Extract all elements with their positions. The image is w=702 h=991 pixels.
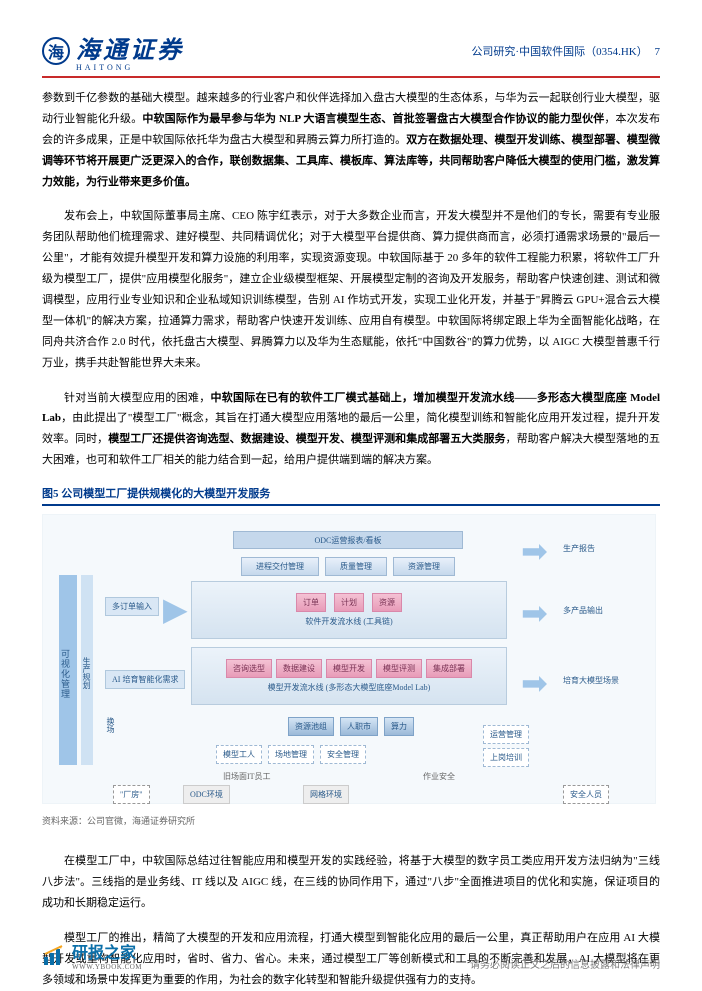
diagram-output-label: 生产报告 — [563, 543, 595, 554]
diagram-box: 资源管理 — [393, 557, 455, 576]
footer-brand: 研报之家 — [72, 939, 142, 963]
diagram-output-label: 培育大模型场景 — [563, 675, 619, 686]
diagram-box: 场地管理 — [268, 745, 314, 764]
figure-title: 图5 公司模型工厂提供规模化的大模型开发服务 — [42, 485, 660, 506]
diagram-top-bar: ODC运营报表/看板 — [233, 531, 463, 549]
arrow-right-icon: ▶ — [163, 593, 188, 625]
page-footer: 研报之家 WWW.YBOOK.COM 请务必阅读正文之后的信息披露和法律声明 — [42, 939, 660, 971]
arrow-right-icon: ➡ — [521, 597, 548, 629]
diagram-corner: ODC环境 — [183, 785, 230, 804]
diagram-bottom-label: 作业安全 — [423, 771, 455, 782]
doc-category: 公司研究·中国软件国际（0354.HK） — [471, 46, 647, 58]
diagram-corner: 网格环境 — [303, 785, 349, 804]
diagram-left-rail: 可视化管理 — [59, 575, 77, 765]
footer-brand-sub: WWW.YBOOK.COM — [72, 963, 142, 971]
diagram-left-input: AI 培育智能化需求 — [105, 670, 185, 689]
p1-bold: 中软国际作为最早参与华为 NLP 大语言模型生态、首批签署盘古大模型合作协议的能… — [142, 113, 604, 125]
p3a-text: 针对当前大模型应用的困难， — [64, 392, 210, 404]
page-number: 7 — [655, 46, 661, 58]
diagram-bottom-row: 资源池组 人职市 算力 — [211, 717, 491, 736]
ybook-logo-icon — [42, 943, 66, 967]
arrow-right-icon: ➡ — [521, 535, 548, 567]
diagram-box-pink: 集成部署 — [426, 659, 472, 678]
diagram-box: 安全管理 — [320, 745, 366, 764]
diagram-left-rail2: 生产规划 — [81, 575, 93, 765]
p3-bold2: 模型工厂还提供咨询选型、数据建设、模型开发、模型评测和集成部署五大类服务 — [108, 433, 505, 445]
diagram-box-pink: 资源 — [372, 593, 402, 612]
diagram-box: 质量管理 — [325, 557, 387, 576]
figure-container: 可视化管理 生产规划 ODC运营报表/看板 进程交付管理 质量管理 资源管理 订… — [42, 508, 660, 810]
diagram-right-ops: 运营管理 上岗培训 — [483, 725, 529, 767]
brand-name: 海通证券 — [76, 30, 184, 65]
paragraph-4: 在模型工厂中，中软国际总结过往智能应用和模型开发的实践经验，将基于大模型的数字员… — [42, 851, 660, 914]
footer-disclaimer: 请务必阅读正文之后的信息披露和法律声明 — [470, 956, 660, 971]
header-logo: 海 海通证券 HAITONG — [42, 30, 184, 72]
p4-text: 在模型工厂中，中软国际总结过往智能应用和模型开发的实践经验，将基于大模型的数字员… — [42, 851, 660, 914]
diagram-box-pink: 模型开发 — [326, 659, 372, 678]
diagram-box: 人职市 — [340, 717, 378, 736]
diagram-side-label: 换场 — [105, 717, 116, 733]
p2-text: 发布会上，中软国际董事局主席、CEO 陈宇红表示，对于大多数企业而言，开发大模型… — [42, 206, 660, 373]
diagram-pipeline-label: 软件开发流水线 (工具链) — [305, 616, 392, 627]
arrow-right-icon: ➡ — [521, 667, 548, 699]
diagram-corner: 安全人员 — [563, 785, 609, 804]
diagram-box: 算力 — [384, 717, 414, 736]
diagram-pipeline-1: 订单 计划 资源 软件开发流水线 (工具链) — [191, 581, 507, 639]
paragraph-2: 发布会上，中软国际董事局主席、CEO 陈宇红表示，对于大多数企业而言，开发大模型… — [42, 206, 660, 373]
diagram-pipeline-label: 模型开发流水线 (多形态大模型底座Model Lab) — [268, 682, 431, 693]
diagram-box: 进程交付管理 — [241, 557, 319, 576]
paragraph-1: 参数到千亿参数的基础大模型。越来越多的行业客户和伙伴选择加入盘古大模型的生态体系… — [42, 88, 660, 192]
diagram-output-label: 多产品输出 — [563, 605, 603, 616]
header-right: 公司研究·中国软件国际（0354.HK） 7 — [471, 43, 660, 59]
footer-logo: 研报之家 WWW.YBOOK.COM — [42, 939, 142, 971]
diagram-box: 模型工人 — [216, 745, 262, 764]
page-header: 海 海通证券 HAITONG 公司研究·中国软件国际（0354.HK） 7 — [42, 30, 660, 78]
diagram-box: 资源池组 — [288, 717, 334, 736]
diagram-box: 运营管理 — [483, 725, 529, 744]
diagram-box-pink: 数据建设 — [276, 659, 322, 678]
diagram-bottom-label: 旧场面IT员工 — [223, 771, 271, 782]
diagram-pipeline-2: 咨询选型 数据建设 模型开发 模型评测 集成部署 模型开发流水线 (多形态大模型… — [191, 647, 507, 705]
diagram-left-input: 多订单输入 — [105, 597, 159, 616]
paragraph-3: 针对当前大模型应用的困难，中软国际在已有的软件工厂模式基础上，增加模型开发流水线… — [42, 388, 660, 472]
diagram-box: 上岗培训 — [483, 748, 529, 767]
haitong-logo-icon: 海 — [42, 37, 70, 65]
diagram-box-pink: 模型评测 — [376, 659, 422, 678]
diagram-row-1: 进程交付管理 质量管理 资源管理 — [213, 557, 483, 576]
diagram-box-pink: 计划 — [334, 593, 364, 612]
diagram-box-pink: 咨询选型 — [226, 659, 272, 678]
diagram-bottom-row2: 模型工人 场地管理 安全管理 — [181, 745, 401, 764]
diagram-corner: "厂房" — [113, 785, 150, 804]
figure-source: 资料来源：公司官微，海通证券研究所 — [42, 814, 660, 827]
diagram-box-pink: 订单 — [296, 593, 326, 612]
model-factory-diagram: 可视化管理 生产规划 ODC运营报表/看板 进程交付管理 质量管理 资源管理 订… — [42, 514, 656, 804]
